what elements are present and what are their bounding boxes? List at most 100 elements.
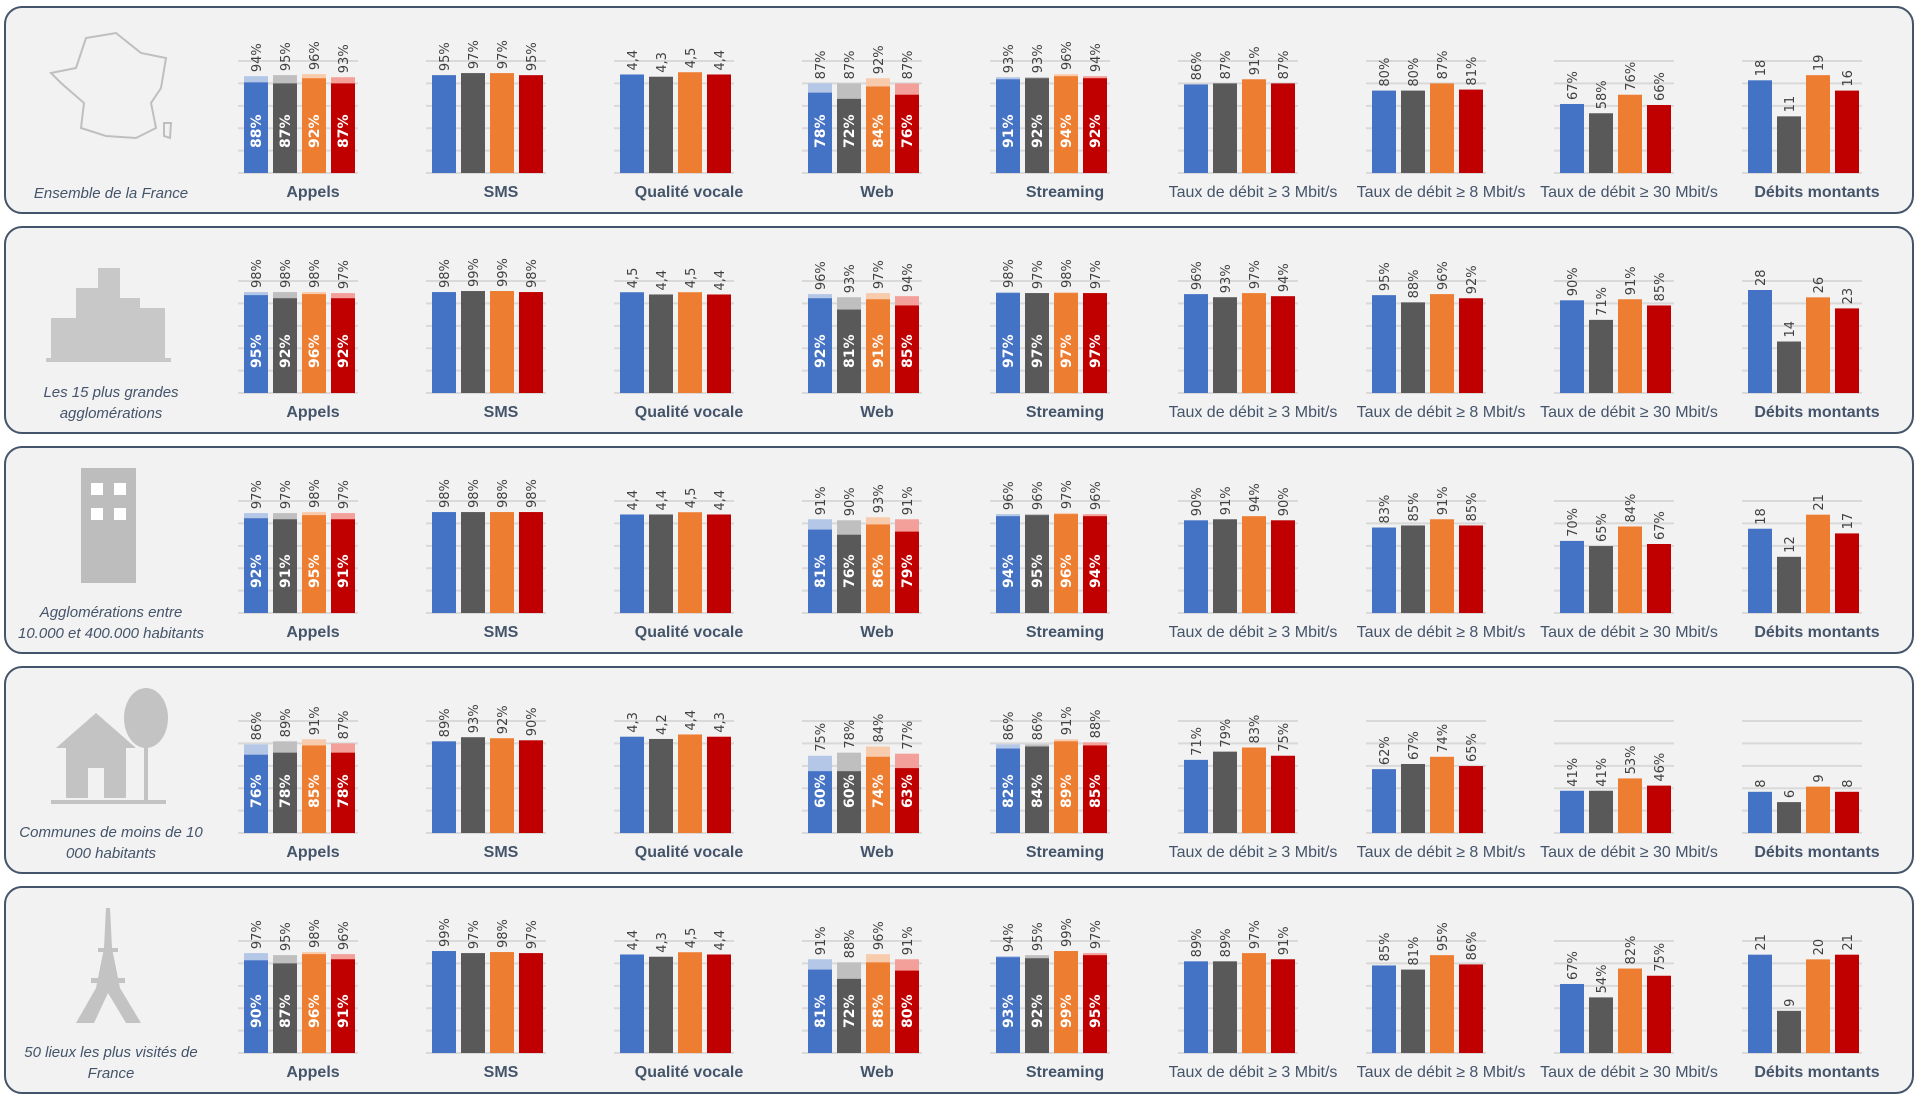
value-label: 96% (1002, 481, 1017, 510)
value-label: 4,3 (655, 932, 670, 953)
value-label: 11 (1783, 96, 1798, 113)
chart-title: Taux de débit ≥ 3 Mbit/s (1168, 624, 1338, 641)
bar-inner (1025, 515, 1049, 613)
bar (1560, 103, 1584, 173)
value-label: 96% (1436, 261, 1451, 290)
value-label: 96% (1190, 261, 1205, 290)
bar-chart-svg: 95% 98% 92% 98% 96% 98% 92% 97% (238, 259, 358, 394)
value-label: 93% (1031, 44, 1046, 73)
inner-value-label: 92% (307, 114, 323, 148)
inner-value-label: 72% (842, 114, 858, 148)
chart-2: 4,4 4,3 4,5 4,4 Qualité vocale (594, 888, 784, 1092)
value-label: 96% (814, 261, 829, 290)
chart-title: Taux de débit ≥ 3 Mbit/s (1168, 184, 1338, 201)
bar (519, 292, 543, 393)
inner-value-label: 92% (249, 554, 265, 588)
inner-value-label: 88% (871, 994, 887, 1028)
value-label: 85% (1465, 493, 1480, 522)
bar (1184, 961, 1208, 1053)
value-label: 97% (279, 480, 294, 509)
chart-title: Qualité vocale (634, 184, 744, 201)
bar-chart-svg: 94% 96% 95% 96% 96% 97% 94% 96% (990, 480, 1110, 614)
bar-inner (837, 98, 861, 173)
bar (1806, 297, 1830, 393)
chart-6: 62% 67% 74% 65% Taux de débit ≥ 8 Mbit/s (1346, 668, 1536, 872)
bar (1271, 959, 1295, 1053)
bar (620, 736, 644, 833)
bar-chart-svg: 81% 91% 76% 90% 86% 93% 79% 91% (802, 484, 922, 614)
bar (707, 954, 731, 1053)
bar-chart-svg: 89% 89% 97% 91% (1178, 920, 1298, 1054)
bar (1806, 514, 1830, 613)
value-label: 93% (337, 44, 352, 73)
bar (1401, 763, 1425, 833)
value-label: 98% (467, 479, 482, 508)
bar (490, 952, 514, 1053)
value-label: 93% (467, 704, 482, 733)
value-label: 26 (1812, 277, 1827, 294)
chart-8: 18 12 21 17 Débits montants (1722, 448, 1912, 652)
value-label: 97% (337, 480, 352, 509)
office-building-icon (81, 468, 136, 583)
bar (1748, 954, 1772, 1053)
value-label: 96% (1089, 481, 1104, 510)
chart-title: SMS (483, 1064, 519, 1081)
inner-value-label: 97% (1059, 334, 1075, 368)
value-label: 96% (872, 921, 887, 950)
bar (1748, 791, 1772, 833)
bar (461, 737, 485, 833)
inner-value-label: 91% (871, 334, 887, 368)
chart-5: 96% 93% 97% 94% Taux de débit ≥ 3 Mbit/s (1158, 228, 1348, 432)
bar (1184, 294, 1208, 393)
value-label: 90% (525, 707, 540, 736)
bar-inner (302, 294, 326, 393)
value-label: 98% (496, 479, 511, 508)
bar-inner (996, 748, 1020, 833)
region-header: Communes de moins de 10 000 habitants (6, 668, 216, 872)
bar (1430, 955, 1454, 1053)
value-label: 70% (1566, 508, 1581, 537)
bar-inner (244, 295, 268, 393)
value-label: 98% (438, 479, 453, 508)
bar (649, 956, 673, 1053)
bar-chart-svg: 99% 97% 98% 97% (426, 918, 546, 1054)
bar (1777, 802, 1801, 833)
bar (1560, 790, 1584, 833)
value-label: 86% (1031, 712, 1046, 741)
value-label: 96% (1060, 41, 1075, 70)
bar (649, 738, 673, 833)
bar-chart-svg: 95% 88% 96% 92% (1366, 261, 1486, 394)
value-label: 85% (1378, 933, 1393, 962)
bar (1777, 341, 1801, 393)
bar-inner (895, 768, 919, 833)
value-label: 97% (1248, 260, 1263, 289)
value-label: 20 (1812, 939, 1827, 956)
value-label: 4,4 (684, 710, 699, 731)
bar (432, 292, 456, 393)
bar-chart-svg: 21 9 20 21 (1742, 934, 1862, 1054)
bar (1213, 83, 1237, 173)
bar-inner (895, 94, 919, 173)
inner-value-label: 96% (307, 994, 323, 1028)
value-label: 87% (1436, 50, 1451, 79)
inner-value-label: 92% (1030, 114, 1046, 148)
value-label: 95% (279, 922, 294, 951)
inner-value-label: 76% (842, 554, 858, 588)
bar-inner (895, 970, 919, 1053)
inner-value-label: 76% (249, 774, 265, 808)
value-label: 12 (1783, 536, 1798, 553)
inner-value-label: 94% (1001, 554, 1017, 588)
value-label: 97% (467, 920, 482, 949)
value-label: 99% (1060, 918, 1075, 947)
value-label: 18 (1754, 60, 1769, 77)
value-label: 87% (843, 50, 858, 79)
bar (1401, 302, 1425, 393)
bar (1372, 295, 1396, 393)
value-label: 98% (438, 259, 453, 288)
chart-title: Taux de débit ≥ 8 Mbit/s (1356, 184, 1526, 201)
inner-value-label: 95% (1030, 554, 1046, 588)
bar (1589, 997, 1613, 1053)
inner-value-label: 81% (813, 554, 829, 588)
bar-chart-svg: 60% 75% 60% 78% 74% 84% 63% 77% (802, 714, 922, 834)
value-label: 93% (872, 484, 887, 513)
